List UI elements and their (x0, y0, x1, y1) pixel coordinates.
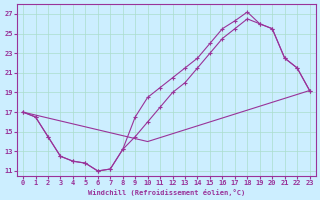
X-axis label: Windchill (Refroidissement éolien,°C): Windchill (Refroidissement éolien,°C) (88, 189, 245, 196)
